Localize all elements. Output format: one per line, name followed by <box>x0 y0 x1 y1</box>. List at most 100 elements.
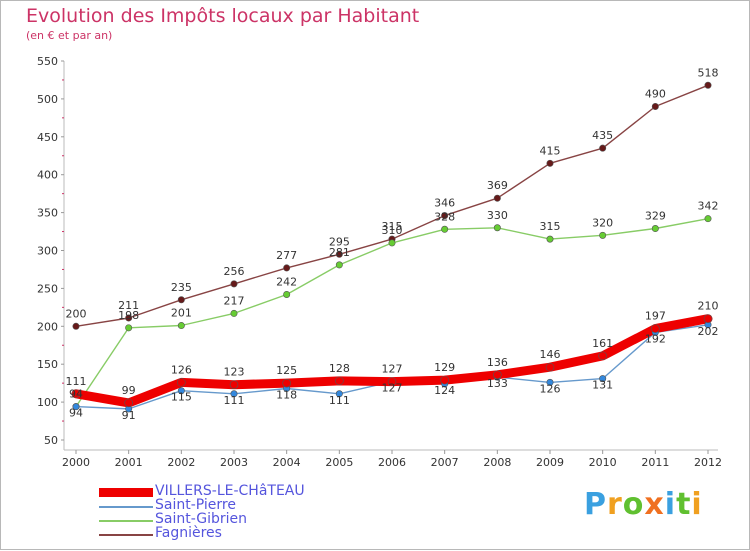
chart-subtitle: (en € et par an) <box>26 29 113 42</box>
data-label: 161 <box>592 337 613 350</box>
data-label: 131 <box>592 379 613 392</box>
y-tick-label: 100 <box>37 396 58 409</box>
data-point <box>72 322 80 330</box>
data-label: 111 <box>224 394 245 407</box>
logo-letter: x <box>644 487 665 522</box>
data-label: 133 <box>487 377 508 390</box>
data-label: 315 <box>540 220 561 233</box>
data-label: 91 <box>122 409 136 422</box>
x-tick-label: 2006 <box>378 456 406 469</box>
data-point <box>282 378 291 388</box>
data-label: 111 <box>66 375 87 388</box>
x-tick-label: 2010 <box>589 456 617 469</box>
logo-letter: t <box>676 487 692 522</box>
data-label: 328 <box>434 210 455 223</box>
data-point <box>283 264 291 272</box>
x-tick-label: 2012 <box>694 456 722 469</box>
data-label: 111 <box>329 394 350 407</box>
data-label: 123 <box>224 366 245 379</box>
data-point <box>651 324 660 333</box>
x-tick-label: 2011 <box>641 456 669 469</box>
x-tick-label: 2003 <box>220 456 248 469</box>
y-tick-label: 200 <box>37 320 58 333</box>
data-point <box>177 387 185 395</box>
data-point <box>546 235 554 243</box>
data-point <box>124 398 133 408</box>
data-point <box>704 81 712 89</box>
data-point <box>177 296 185 304</box>
data-label: 490 <box>645 87 666 100</box>
data-point <box>125 324 133 332</box>
data-point <box>283 290 291 298</box>
data-point <box>177 322 185 330</box>
data-point <box>71 389 81 399</box>
data-label: 125 <box>276 364 297 377</box>
x-tick-label: 2001 <box>115 456 143 469</box>
data-label: 277 <box>276 249 297 262</box>
data-point <box>230 280 238 288</box>
data-point <box>441 225 449 233</box>
data-point <box>546 159 554 167</box>
data-label: 281 <box>329 246 350 259</box>
data-point <box>599 144 607 152</box>
x-tick-label: 2000 <box>62 456 90 469</box>
data-point <box>704 215 712 223</box>
x-tick-label: 2008 <box>483 456 511 469</box>
data-label: 127 <box>382 363 403 376</box>
data-label: 315 <box>382 220 403 233</box>
data-point <box>230 390 238 398</box>
data-label: 235 <box>171 281 192 294</box>
data-label: 330 <box>487 209 508 222</box>
data-point <box>387 377 397 386</box>
data-label: 126 <box>540 382 561 395</box>
data-label: 346 <box>434 197 455 210</box>
logo-letter: P <box>584 487 607 522</box>
data-label: 127 <box>382 382 403 395</box>
data-point <box>335 250 343 258</box>
y-tick-label: 500 <box>37 93 58 106</box>
data-point <box>440 375 449 385</box>
data-point <box>651 225 659 233</box>
data-label: 329 <box>645 210 666 223</box>
data-label: 200 <box>66 307 87 320</box>
x-tick-label: 2004 <box>273 456 301 469</box>
data-point <box>335 390 343 398</box>
y-tick-label: 150 <box>37 358 58 371</box>
data-point <box>493 224 501 232</box>
data-label: 256 <box>224 265 245 278</box>
data-label: 146 <box>540 348 561 361</box>
data-label: 129 <box>434 361 455 374</box>
legend-label-fagnieres: Fagnières <box>155 525 222 541</box>
y-tick-label: 50 <box>44 434 58 447</box>
data-label: 342 <box>698 200 719 213</box>
data-point <box>703 314 713 324</box>
y-tick-label: 350 <box>37 207 58 220</box>
data-label: 136 <box>487 356 508 369</box>
data-label: 118 <box>276 388 297 401</box>
data-label: 320 <box>592 216 613 229</box>
logo-letter: i <box>664 487 677 522</box>
legend-label-saint-gibrien: Saint-Gibrien <box>155 511 248 527</box>
data-label: 124 <box>434 384 455 397</box>
data-label: 99 <box>122 384 136 397</box>
data-point <box>599 231 607 239</box>
data-point <box>599 375 607 383</box>
data-label: 369 <box>487 179 508 192</box>
legend-swatch-villers <box>99 488 153 497</box>
legend-swatch-saint-pierre <box>99 506 153 508</box>
data-label: 197 <box>645 310 666 323</box>
chart-title: Evolution des Impôts locaux par Habitant <box>26 5 420 27</box>
x-tick-label: 2009 <box>536 456 564 469</box>
data-label: 94 <box>69 407 83 420</box>
data-point <box>546 378 554 386</box>
y-tick-label: 550 <box>37 55 58 68</box>
data-point <box>229 380 239 389</box>
x-tick-label: 2007 <box>431 456 459 469</box>
logo-letter: i <box>691 487 703 522</box>
proxiti-logo: Proxiti <box>584 487 703 522</box>
y-tick-label: 300 <box>37 245 58 258</box>
data-point <box>335 376 344 386</box>
data-label: 201 <box>171 307 192 320</box>
